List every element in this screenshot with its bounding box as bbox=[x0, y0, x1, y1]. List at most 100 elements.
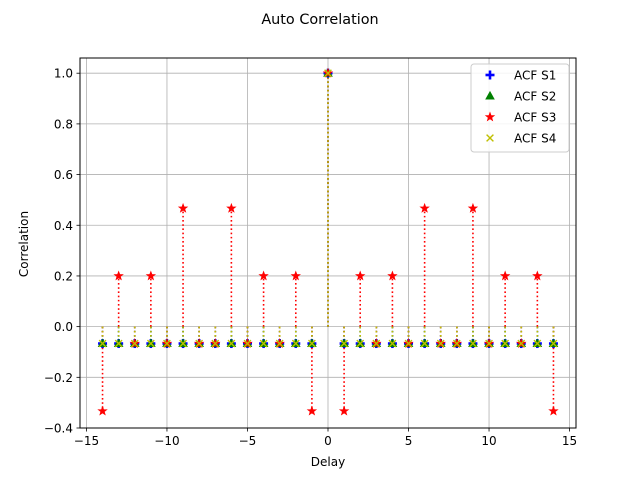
y-tick-label: 0.0 bbox=[54, 320, 73, 334]
x-stroke-b bbox=[356, 339, 365, 348]
legend-marker bbox=[485, 70, 495, 80]
data-point bbox=[114, 339, 123, 348]
x-stroke-b bbox=[420, 339, 429, 348]
y-tick-label: −0.4 bbox=[44, 422, 73, 436]
x-stroke-b bbox=[533, 339, 542, 348]
legend-label: ACF S1 bbox=[514, 69, 556, 83]
data-point bbox=[501, 339, 510, 348]
x-stroke-b bbox=[98, 339, 107, 348]
data-point bbox=[259, 339, 268, 348]
x-stroke-b bbox=[211, 339, 220, 348]
legend-label: ACF S2 bbox=[514, 90, 556, 104]
x-stroke-b bbox=[291, 339, 300, 348]
x-stroke-b bbox=[227, 339, 236, 348]
x-tick-label: −15 bbox=[74, 434, 99, 448]
data-markers bbox=[97, 67, 559, 416]
data-point bbox=[517, 339, 526, 348]
data-point bbox=[275, 339, 284, 348]
x-stroke-b bbox=[308, 339, 316, 348]
data-point bbox=[146, 339, 155, 348]
legend-label: ACF S3 bbox=[514, 111, 556, 125]
x-stroke-b bbox=[114, 339, 123, 348]
x-stroke-b bbox=[146, 339, 155, 348]
data-point bbox=[499, 270, 511, 281]
legend-item: ACF S2 bbox=[485, 90, 556, 104]
legend-marker bbox=[486, 134, 494, 142]
x-stroke-b bbox=[324, 69, 332, 78]
data-point bbox=[113, 270, 124, 281]
data-point bbox=[145, 270, 157, 281]
data-point bbox=[467, 202, 479, 213]
x-stroke-b bbox=[372, 339, 381, 348]
x-tick-label: 0 bbox=[324, 434, 332, 448]
chart-title: Auto Correlation bbox=[261, 12, 378, 28]
data-point bbox=[387, 270, 398, 281]
x-stroke-b bbox=[485, 339, 493, 348]
data-point bbox=[291, 339, 300, 348]
legend-item: ACF S4 bbox=[486, 132, 556, 146]
data-point bbox=[549, 339, 558, 348]
data-point bbox=[179, 339, 187, 348]
y-tick-label: 0.2 bbox=[54, 269, 73, 283]
data-point bbox=[97, 405, 108, 416]
data-point bbox=[485, 339, 493, 348]
data-point bbox=[227, 339, 236, 348]
data-point bbox=[436, 339, 445, 348]
x-stroke-b bbox=[469, 339, 477, 348]
x-stroke-b bbox=[436, 339, 445, 348]
y-tick-label: 1.0 bbox=[54, 67, 73, 81]
x-stroke-b bbox=[243, 339, 252, 348]
data-point bbox=[419, 202, 430, 213]
x-stroke-b bbox=[549, 339, 558, 348]
data-point bbox=[533, 339, 542, 348]
x-stroke-b bbox=[195, 339, 204, 348]
x-stroke-b bbox=[501, 339, 510, 348]
data-point bbox=[324, 69, 332, 78]
x-tick-label: 10 bbox=[481, 434, 496, 448]
x-stroke-b bbox=[388, 339, 397, 348]
x-stroke-b bbox=[517, 339, 526, 348]
y-tick-label: 0.4 bbox=[54, 219, 73, 233]
markers-acf-s4 bbox=[98, 69, 558, 348]
legend-marker bbox=[485, 90, 495, 100]
data-point bbox=[452, 339, 461, 348]
x-tick-label: −5 bbox=[239, 434, 257, 448]
x-stroke-b bbox=[259, 339, 268, 348]
data-point bbox=[243, 339, 252, 348]
data-point bbox=[388, 339, 397, 348]
legend-marker bbox=[484, 111, 496, 122]
data-point bbox=[354, 270, 366, 281]
x-stroke-b bbox=[179, 339, 187, 348]
data-point bbox=[290, 270, 302, 281]
x-tick-label: −10 bbox=[154, 434, 179, 448]
data-point bbox=[372, 339, 381, 348]
x-stroke-b bbox=[130, 339, 139, 348]
y-axis-label: Correlation bbox=[17, 211, 31, 277]
data-point bbox=[340, 339, 348, 348]
data-point bbox=[177, 202, 189, 213]
data-point bbox=[548, 405, 559, 416]
legend-label: ACF S4 bbox=[514, 132, 556, 146]
x-stroke-b bbox=[275, 339, 284, 348]
data-point bbox=[226, 202, 237, 213]
data-point bbox=[308, 339, 316, 348]
x-stroke-b bbox=[163, 339, 171, 348]
y-tick-label: −0.2 bbox=[44, 371, 73, 385]
data-point bbox=[338, 405, 350, 416]
x-stroke-b bbox=[486, 134, 494, 142]
legend-item: ACF S1 bbox=[485, 69, 556, 83]
data-point bbox=[469, 339, 477, 348]
x-axis-ticks: −15 −10 −5 0 5 10 15 bbox=[74, 428, 577, 448]
data-point bbox=[195, 339, 204, 348]
data-point bbox=[163, 339, 171, 348]
y-tick-label: 0.8 bbox=[54, 117, 73, 131]
data-point bbox=[306, 405, 318, 416]
data-point bbox=[211, 339, 220, 348]
data-point bbox=[130, 339, 139, 348]
data-point bbox=[356, 339, 365, 348]
legend: ACF S1 ACF S2 ACF S3 ACF S4 bbox=[470, 63, 570, 153]
x-axis-label: Delay bbox=[311, 455, 345, 469]
legend-box bbox=[470, 63, 570, 153]
x-tick-label: 5 bbox=[405, 434, 413, 448]
y-tick-label: 0.6 bbox=[54, 168, 73, 182]
